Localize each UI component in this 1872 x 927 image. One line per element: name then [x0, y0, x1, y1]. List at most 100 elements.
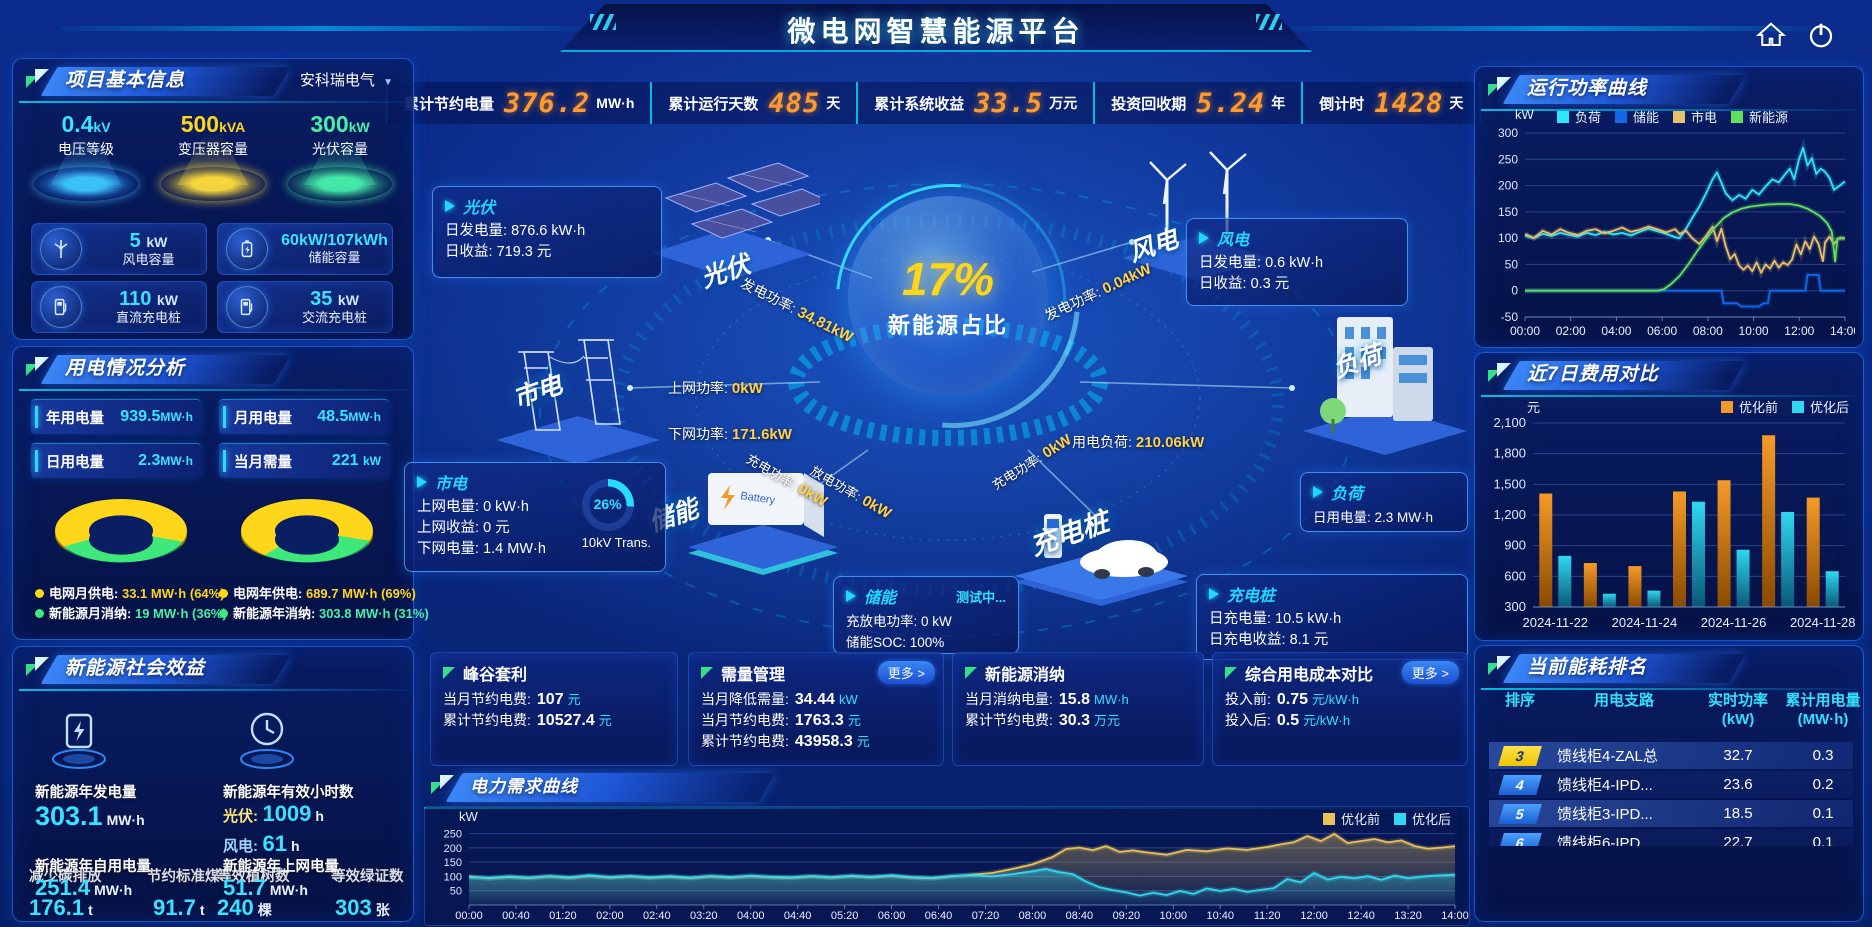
benefit-wind-hours: 风电: 61 h [223, 831, 300, 856]
panel-project-info: 项目基本信息 安科瑞电气 ▼ 0.4kV 电压等级 500kVA 变压器容量 3… [12, 58, 414, 340]
svg-text:06:00: 06:00 [878, 910, 906, 922]
y-axis-unit: kW [459, 809, 478, 824]
kpi-countdown: 倒计时 1428 天 [1301, 82, 1482, 124]
top-banner: 微电网智慧能源平台 [0, 0, 1872, 58]
svg-text:08:00: 08:00 [1019, 910, 1047, 922]
kpi-unit: 天 [1449, 95, 1464, 111]
svg-text:50: 50 [1505, 257, 1519, 271]
benefit-label: 等效植树数 [217, 869, 290, 885]
svg-text:08:00: 08:00 [1693, 324, 1723, 338]
svg-text:01:20: 01:20 [549, 910, 577, 922]
grid-towers-illustration [496, 339, 660, 462]
kpi-revenue: 累计系统收益 33.5 万元 [856, 82, 1093, 124]
panel-title: 电力需求曲线 [470, 777, 578, 796]
grid-info-box: 市电 上网电量: 0 kW·h 上网收益: 0 元 下网电量: 1.4 MW·h… [404, 462, 666, 572]
svg-text:00:00: 00:00 [1510, 324, 1540, 338]
svg-text:2024-11-24: 2024-11-24 [1612, 615, 1678, 630]
pedestal-value: 300 [310, 111, 349, 137]
legend-dot-icon [219, 589, 228, 598]
kpi-label: 累计运行天数 [668, 95, 759, 113]
svg-text:200: 200 [1498, 179, 1518, 193]
benefit-label: 新能源年发电量 [35, 785, 137, 801]
demand-curve-header: 电力需求曲线 [424, 770, 1468, 809]
power-icon[interactable] [1806, 20, 1838, 52]
svg-text:12:00: 12:00 [1300, 910, 1328, 922]
svg-text:02:00: 02:00 [1556, 324, 1586, 338]
svg-text:04:40: 04:40 [784, 910, 812, 922]
legend-year-renewable: 新能源年消纳: 303.8 MW·h (31%) [219, 603, 429, 622]
benefit-value: 303.1 MW·h [35, 801, 145, 831]
wind-info-box: 风电 日发电量: 0.6 kW·h 日收益: 0.3 元 [1186, 218, 1408, 306]
pedestal-glow [161, 167, 265, 201]
table-row[interactable]: 5 馈线柜3-IPD... 18.5 0.1 [1489, 800, 1853, 827]
clock-pedestal-icon [235, 703, 299, 773]
rank-badge: 5 [1498, 803, 1542, 824]
energy-pedestal-icon [47, 703, 111, 773]
pedestal-value: 0.4 [61, 111, 94, 137]
capacity-dc-charger: 110 kW 直流充电桩 [31, 281, 207, 333]
kpi-unit: 万元 [1049, 95, 1078, 111]
benefit-value: 51.7 MW·h [223, 875, 308, 900]
rank-badge: 3 [1498, 745, 1542, 766]
svg-text:900: 900 [1504, 538, 1526, 553]
more-button[interactable]: 更多 > [877, 661, 935, 684]
demand-curve-panel: kW 优化前 优化后 50 100 150 200 250 00:00 00:40 01:20 0… [424, 806, 1470, 926]
panel-run-power-curve: 运行功率曲线 kW 负荷 储能 市电 新能源 -50 0 50 100 150 200 250 30… [1474, 66, 1864, 348]
y-axis-unit: kW [1515, 107, 1534, 122]
svg-text:06:40: 06:40 [925, 910, 953, 922]
chevron-down-icon: ▼ [383, 77, 393, 88]
legend-item: 优化后 [1791, 397, 1849, 416]
renewable-share-value: 17% [901, 253, 995, 305]
chevron-right-icon [1313, 486, 1323, 498]
table-row[interactable]: 3 馈线柜4-ZAL总 32.7 0.3 [1489, 742, 1853, 769]
banner-band [560, 4, 1312, 52]
kpi-value: 485 [768, 87, 821, 119]
svg-text:2024-11-28: 2024-11-28 [1790, 615, 1855, 630]
ev-charger-icon [226, 286, 268, 328]
table-row[interactable]: 6 馈线柜6-IPD 22.7 0.1 [1489, 829, 1853, 846]
kpi-unit: 天 [826, 95, 841, 111]
svg-text:10:00: 10:00 [1160, 910, 1188, 922]
load-info-box: 负荷 日用电量: 2.3 MW·h [1300, 472, 1468, 532]
banner-slashes-left-icon [590, 14, 616, 30]
home-icon[interactable] [1755, 20, 1788, 52]
svg-text:02:40: 02:40 [643, 910, 671, 922]
panel-title: 新能源社会效益 [65, 658, 206, 679]
svg-text:10:40: 10:40 [1206, 910, 1234, 922]
building-illustration [1303, 317, 1467, 455]
benefit-label: 等效绿证数 [331, 869, 404, 885]
storage-info-box: 储能 测试中... 充放电功率: 0 kW 储能SOC: 100% [833, 576, 1019, 654]
legend-item: 新能源 [1731, 107, 1788, 126]
table-row[interactable]: 4 馈线柜4-IPD... 23.6 0.2 [1489, 771, 1853, 798]
kpi-label: 累计节约电量 [404, 95, 495, 113]
pedestal-value: 500 [180, 111, 220, 137]
svg-text:09:20: 09:20 [1113, 910, 1141, 922]
more-button[interactable]: 更多 > [1401, 661, 1459, 684]
svg-text:04:00: 04:00 [1601, 324, 1631, 338]
svg-text:14:00: 14:00 [1441, 910, 1469, 922]
benefit-value: 303 张 [335, 895, 390, 920]
svg-text:-50: -50 [1501, 310, 1519, 324]
svg-text:Battery: Battery [740, 490, 777, 507]
legend-month-renewable: 新能源月消纳: 19 MW·h (36%) [35, 603, 227, 622]
pedestal-glow [34, 167, 138, 201]
svg-text:300: 300 [1498, 127, 1518, 140]
capacity-ac-charger: 35 kW 交流充电桩 [217, 281, 393, 333]
stat-year-usage: 年用电量 939.5MW·h [31, 399, 201, 434]
panel-renewable-benefits: 新能源社会效益 新能源年发电量 303.1 MW·h 新能源年有效小时数 光伏: … [12, 646, 414, 922]
company-dropdown[interactable]: 安科瑞电气 ▼ [300, 69, 393, 90]
benefit-value: 251.4 MW·h [35, 875, 133, 900]
solar-panels-illustration [648, 162, 820, 280]
cost-bar-chart: 300 600 900 1,200 1,500 1,800 2,100 2024-11-22 2… [1481, 415, 1855, 631]
panel-peak-valley-arbitrage: 峰谷套利 当月节约电费: 107 元 累计节约电费: 10527.4 元 [430, 652, 678, 766]
donut-month-supply [55, 499, 187, 563]
svg-text:2,100: 2,100 [1493, 417, 1526, 430]
banner-slashes-right-icon [1256, 14, 1282, 30]
svg-text:08:40: 08:40 [1066, 910, 1094, 922]
benefit-value: 91.7 t [153, 895, 205, 920]
benefit-label: 新能源年有效小时数 [223, 785, 354, 801]
kpi-label: 倒计时 [1319, 95, 1365, 113]
pedestal-transformer: 500kVA 变压器容量 [154, 111, 272, 201]
ev-charger-icon [40, 286, 82, 328]
kpi-value: 376.2 [504, 87, 591, 119]
